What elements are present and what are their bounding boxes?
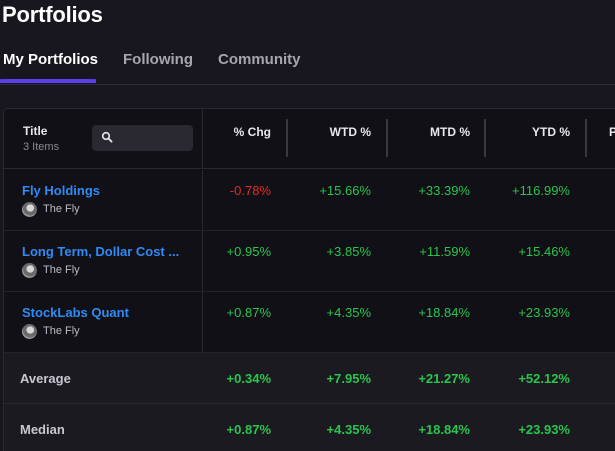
mtd-value: +11.59%: [419, 244, 470, 259]
summary-row-average: Average +0.34% +7.95% +21.27% +52.12%: [4, 353, 615, 404]
page-title: Portfolios: [2, 2, 103, 27]
author-name: The Fly: [43, 325, 80, 337]
avatar: [22, 263, 37, 278]
avg-wtd-value: +7.95%: [326, 371, 371, 386]
portfolio-name-link[interactable]: StockLabs Quant: [22, 305, 129, 320]
portfolio-name-link[interactable]: Fly Holdings: [22, 183, 100, 198]
avg-ytd-value: +52.12%: [518, 371, 570, 386]
ytd-value: +23.93%: [518, 305, 570, 320]
avg-mtd-value: +21.27%: [418, 371, 470, 386]
median-wtd-value: +4.35%: [326, 422, 371, 437]
wtd-value: +15.66%: [319, 183, 371, 198]
mtd-value: +33.39%: [418, 183, 470, 198]
title-header-label: Title: [23, 124, 48, 138]
item-count: 3 Items: [23, 141, 60, 153]
chg-value: +0.95%: [226, 244, 271, 259]
column-divider[interactable]: [585, 119, 587, 157]
search-icon: [101, 131, 113, 143]
portfolio-table: Title 3 Items % Chg WTD % MTD % YTD % P …: [3, 108, 615, 451]
column-header-ytd[interactable]: YTD %: [531, 125, 570, 139]
wtd-value: +3.85%: [326, 244, 371, 259]
table-row[interactable]: StockLabs Quant The Fly +0.87% +4.35% +1…: [4, 292, 615, 353]
tab-following[interactable]: Following: [123, 51, 193, 68]
tab-my-portfolios[interactable]: My Portfolios: [3, 51, 99, 68]
ytd-value: +15.46%: [518, 244, 570, 259]
column-header-wtd[interactable]: WTD %: [329, 125, 371, 139]
title-column-header: Title 3 Items: [4, 109, 203, 169]
mtd-value: +18.84%: [418, 305, 470, 320]
column-divider[interactable]: [286, 119, 288, 157]
tab-bar: My Portfolios Following Community: [0, 44, 615, 85]
summary-row-median: Median +0.87% +4.35% +18.84% +23.93%: [4, 404, 615, 451]
wtd-value: +4.35%: [326, 305, 371, 320]
title-cell: Long Term, Dollar Cost ... The Fly: [4, 231, 203, 291]
column-header-mtd[interactable]: MTD %: [430, 125, 470, 139]
column-header-chg[interactable]: % Chg: [233, 125, 271, 139]
column-header-p[interactable]: P: [609, 125, 615, 139]
median-ytd-value: +23.93%: [518, 422, 570, 437]
tab-community[interactable]: Community: [218, 51, 301, 68]
search-input[interactable]: [92, 125, 193, 151]
table-row[interactable]: Long Term, Dollar Cost ... The Fly +0.95…: [4, 231, 615, 292]
avg-chg-value: +0.34%: [226, 371, 271, 386]
summary-label: Average: [20, 371, 71, 386]
author-name: The Fly: [43, 203, 80, 215]
ytd-value: +116.99%: [512, 183, 570, 198]
median-chg-value: +0.87%: [226, 422, 271, 437]
table-row[interactable]: Fly Holdings The Fly -0.78% +15.66% +33.…: [4, 170, 615, 231]
column-divider[interactable]: [386, 119, 388, 157]
portfolio-name-link[interactable]: Long Term, Dollar Cost ...: [22, 244, 180, 259]
author-name: The Fly: [43, 264, 80, 276]
avatar: [22, 324, 37, 339]
avatar: [22, 202, 37, 217]
chg-value: -0.78%: [229, 183, 271, 198]
summary-label: Median: [20, 422, 65, 437]
table-header: Title 3 Items % Chg WTD % MTD % YTD % P: [4, 109, 615, 169]
title-cell: Fly Holdings The Fly: [4, 170, 203, 230]
title-cell: StockLabs Quant The Fly: [4, 292, 203, 352]
column-divider[interactable]: [484, 119, 486, 157]
chg-value: +0.87%: [226, 305, 271, 320]
active-tab-indicator: [0, 79, 96, 83]
median-mtd-value: +18.84%: [418, 422, 470, 437]
